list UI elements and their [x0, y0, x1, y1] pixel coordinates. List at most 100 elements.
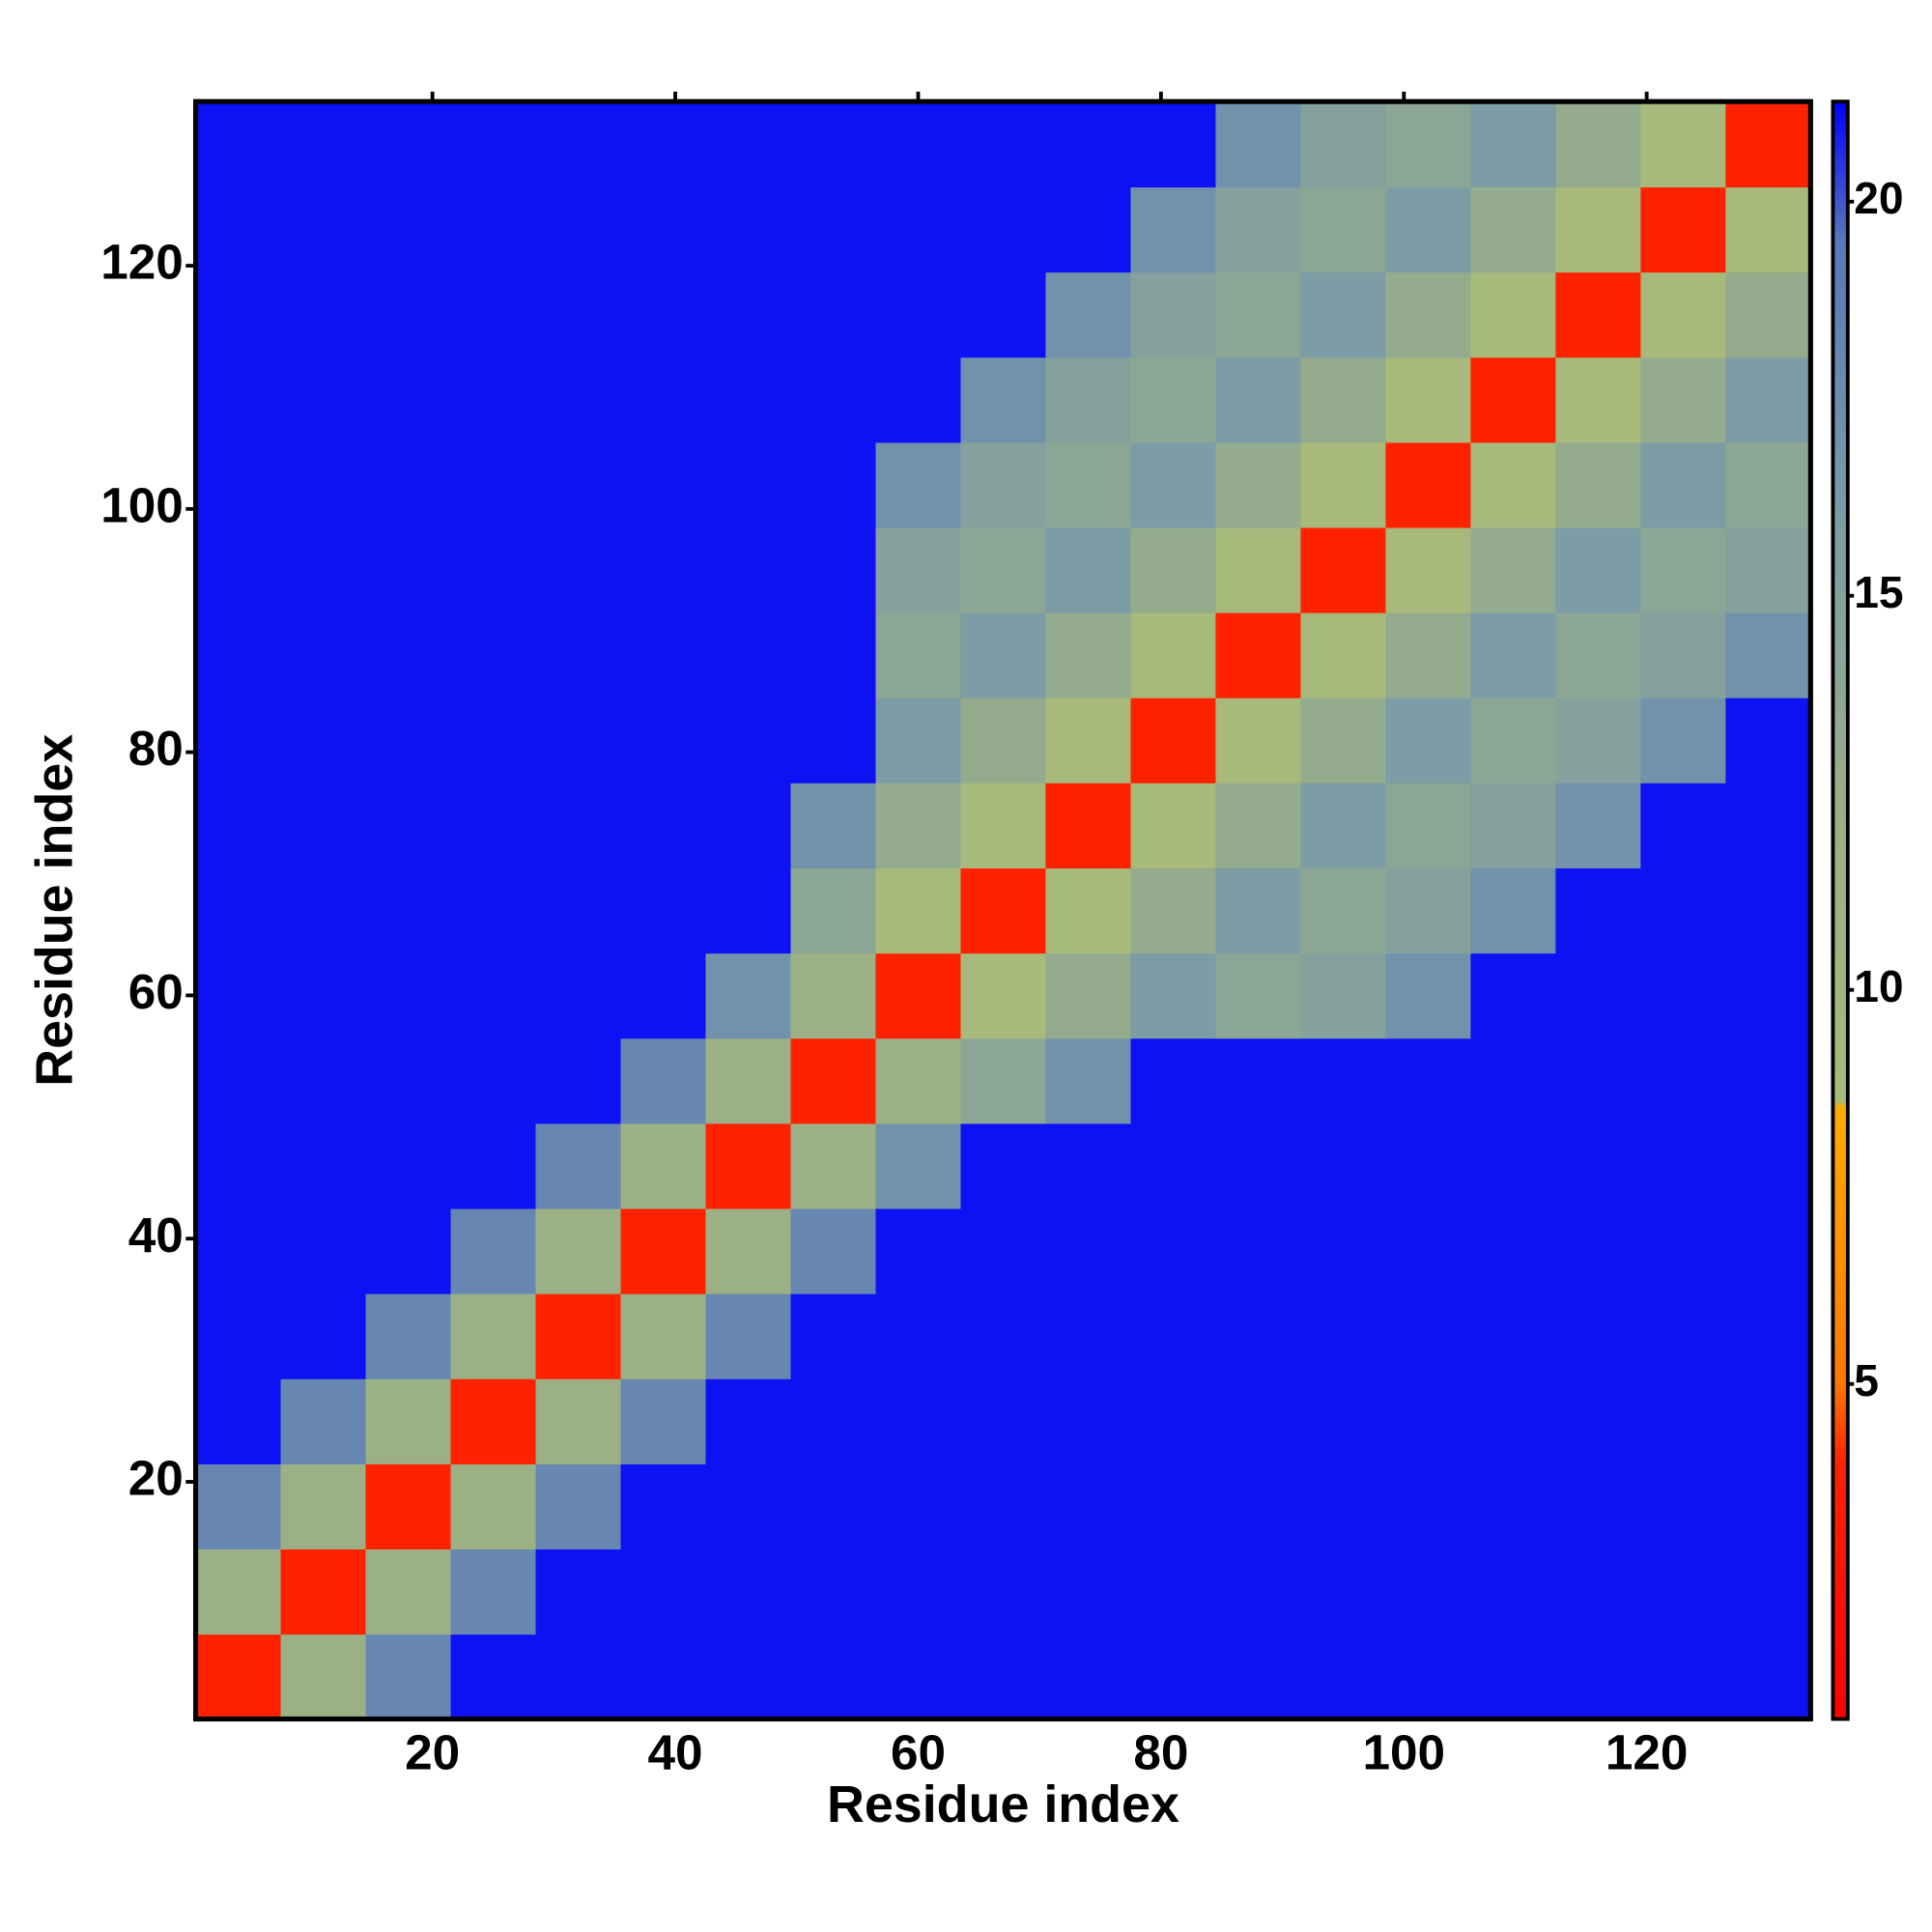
heatmap-cell: [1640, 101, 1727, 188]
heatmap-cell: [1725, 1548, 1812, 1635]
heatmap-cell: [1640, 1293, 1727, 1379]
heatmap-cell: [195, 782, 282, 869]
heatmap-cell: [1130, 101, 1217, 188]
heatmap-cell: [450, 271, 537, 358]
heatmap: [195, 101, 1812, 1720]
heatmap-cell: [365, 952, 452, 1039]
heatmap-cell: [1725, 696, 1812, 783]
heatmap-cell: [280, 1378, 367, 1464]
heatmap-cell: [1045, 611, 1132, 698]
heatmap-cell: [195, 271, 282, 358]
heatmap-cell: [280, 526, 367, 613]
heatmap-cell: [620, 1122, 707, 1209]
heatmap-cell: [1725, 1037, 1812, 1124]
heatmap-cell: [1555, 1122, 1642, 1209]
heatmap-cell: [1725, 952, 1812, 1039]
heatmap-cell: [960, 1293, 1047, 1379]
heatmap-cell: [1385, 1293, 1472, 1379]
heatmap-cell: [1300, 1208, 1387, 1294]
heatmap-cell: [1045, 782, 1132, 869]
heatmap-cell: [365, 611, 452, 698]
heatmap-cell: [1300, 611, 1387, 698]
heatmap-cell: [1130, 611, 1217, 698]
heatmap-cell: [1215, 1463, 1302, 1550]
heatmap-cell: [705, 271, 792, 358]
heatmap-cell: [1725, 1293, 1812, 1379]
heatmap-cell: [620, 696, 707, 783]
heatmap-cell: [1470, 1122, 1557, 1209]
heatmap-cell: [1555, 782, 1642, 869]
heatmap-cell: [280, 1463, 367, 1550]
heatmap-cell: [535, 101, 622, 188]
heatmap-cell: [1555, 952, 1642, 1039]
heatmap-cell: [1725, 1634, 1812, 1720]
heatmap-cell: [875, 952, 962, 1039]
heatmap-cell: [365, 526, 452, 613]
heatmap-cell: [1045, 1548, 1132, 1635]
heatmap-cell: [1555, 1037, 1642, 1124]
heatmap-cell: [875, 867, 962, 954]
heatmap-cell: [280, 1122, 367, 1209]
heatmap-cell: [1555, 1293, 1642, 1379]
heatmap-cell: [280, 186, 367, 273]
heatmap-cell: [1215, 1293, 1302, 1379]
heatmap-cell: [365, 441, 452, 528]
heatmap-cell: [1640, 1122, 1727, 1209]
heatmap-cell: [1215, 526, 1302, 613]
heatmap-cell: [1640, 782, 1727, 869]
heatmap-cell: [790, 1463, 877, 1550]
heatmap-cell: [705, 186, 792, 273]
heatmap-cell: [450, 1634, 537, 1720]
heatmap-cell: [620, 1463, 707, 1550]
heatmap-cell: [875, 1634, 962, 1720]
heatmap-cell: [790, 867, 877, 954]
heatmap-cell: [1385, 1463, 1472, 1550]
heatmap-cell: [620, 952, 707, 1039]
heatmap-cell: [450, 1208, 537, 1294]
heatmap-cell: [790, 101, 877, 188]
heatmap-cell: [1725, 441, 1812, 528]
heatmap-cell: [1045, 356, 1132, 443]
heatmap-cell: [1045, 1037, 1132, 1124]
heatmap-cell: [620, 186, 707, 273]
heatmap-cell: [1215, 1208, 1302, 1294]
heatmap-cell: [195, 1208, 282, 1294]
heatmap-cell: [1725, 611, 1812, 698]
heatmap-cell: [1300, 1634, 1387, 1720]
heatmap-cell: [1640, 186, 1727, 273]
heatmap-cell: [1385, 696, 1472, 783]
heatmap-cell: [960, 1037, 1047, 1124]
heatmap-cell: [450, 952, 537, 1039]
heatmap-cell: [535, 782, 622, 869]
heatmap-cell: [1385, 1208, 1472, 1294]
heatmap-cell: [1130, 1037, 1217, 1124]
heatmap-cell: [1045, 101, 1132, 188]
heatmap-cell: [1470, 356, 1557, 443]
y-tick-label: 20: [128, 1451, 184, 1506]
heatmap-cell: [280, 867, 367, 954]
heatmap-cell: [1470, 526, 1557, 613]
heatmap-cell: [450, 101, 537, 188]
heatmap-cell: [1215, 1378, 1302, 1464]
heatmap-cell: [705, 356, 792, 443]
heatmap-cell: [960, 1548, 1047, 1635]
heatmap-cell: [1045, 952, 1132, 1039]
heatmap-cell: [1045, 1293, 1132, 1379]
colorbar-tick-label: 5: [1854, 1355, 1879, 1406]
heatmap-cell: [1385, 1548, 1472, 1635]
heatmap-cell: [1640, 271, 1727, 358]
heatmap-cell: [1725, 782, 1812, 869]
heatmap-cell: [1385, 1122, 1472, 1209]
heatmap-cell: [1300, 186, 1387, 273]
heatmap-cell: [1130, 1208, 1217, 1294]
heatmap-cell: [1640, 611, 1727, 698]
heatmap-cell: [1300, 1378, 1387, 1464]
heatmap-cell: [620, 1378, 707, 1464]
heatmap-cell: [535, 271, 622, 358]
heatmap-cell: [1130, 1548, 1217, 1635]
heatmap-cell: [535, 867, 622, 954]
heatmap-cell: [1300, 271, 1387, 358]
heatmap-cell: [1470, 101, 1557, 188]
heatmap-cell: [365, 1548, 452, 1635]
x-tick-label: 80: [1133, 1724, 1188, 1779]
